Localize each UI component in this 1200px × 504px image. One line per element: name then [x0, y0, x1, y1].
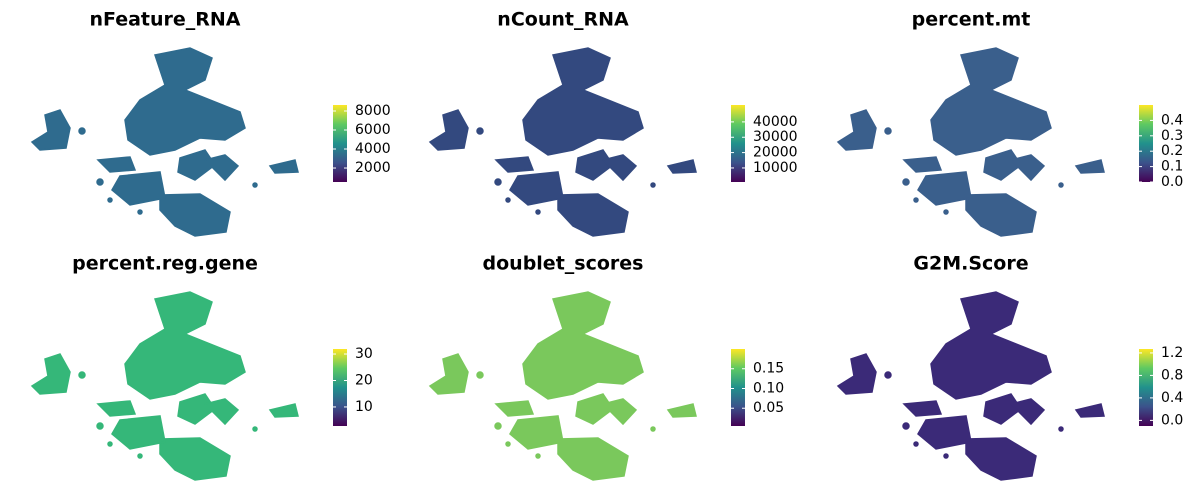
colorbar-label: 0.3 [1161, 128, 1183, 144]
colorbar-label: 6000 [355, 122, 391, 138]
colorbar-label: 0.8 [1161, 367, 1183, 383]
panel: percent.reg.gene 10 20 30 [31, 253, 373, 481]
colorbar [731, 105, 745, 182]
colorbar-label: 8000 [355, 103, 391, 119]
panel: nFeature_RNA 2000 4000 6000 8000 [31, 9, 391, 237]
panel: percent.mt 0.00.10.20.30.4 [837, 9, 1183, 237]
colorbar-label: 20 [355, 372, 373, 388]
panel-title: doublet_scores [483, 253, 644, 275]
colorbar-label: 0.05 [753, 400, 784, 416]
colorbar-label: 10000 [753, 160, 798, 176]
colorbar [1139, 105, 1153, 182]
colorbar-label: 2000 [355, 160, 391, 176]
umap-cells [429, 291, 697, 481]
colorbar [333, 349, 347, 426]
colorbar-label: 0.10 [753, 380, 784, 396]
colorbar-label: 20000 [753, 145, 798, 161]
colorbar-label: 1.2 [1161, 345, 1183, 361]
colorbar-label: 0.2 [1161, 143, 1183, 159]
panel-title: nCount_RNA [497, 9, 629, 31]
colorbar [731, 349, 745, 426]
umap-cells [837, 47, 1105, 237]
panel-title: percent.mt [912, 9, 1031, 31]
colorbar-label: 30000 [753, 129, 798, 145]
colorbar-label: 4000 [355, 141, 391, 157]
colorbar-label: 0.0 [1161, 174, 1183, 190]
colorbar-label: 0.1 [1161, 159, 1183, 175]
colorbar-label: 40000 [753, 114, 798, 130]
colorbar [1139, 349, 1153, 426]
colorbar-label: 30 [355, 346, 373, 362]
colorbar-label: 0.4 [1161, 112, 1183, 128]
panel-title: G2M.Score [913, 253, 1028, 275]
colorbar-label: 0.15 [753, 361, 784, 377]
colorbar-label: 0.4 [1161, 390, 1183, 406]
colorbar [333, 105, 347, 182]
panel-title: percent.reg.gene [72, 253, 258, 275]
umap-cells [837, 291, 1105, 481]
colorbar-label: 0.0 [1161, 412, 1183, 428]
panel-title: nFeature_RNA [89, 9, 240, 31]
panel: G2M.Score 0.0 0.4 0.8 1.2 [837, 253, 1183, 481]
umap-cells [31, 47, 299, 237]
umap-cells [31, 291, 299, 481]
colorbar-label: 10 [355, 399, 373, 415]
umap-cells [429, 47, 697, 237]
panel: doublet_scores 0.05 0.10 0.15 [429, 253, 784, 481]
